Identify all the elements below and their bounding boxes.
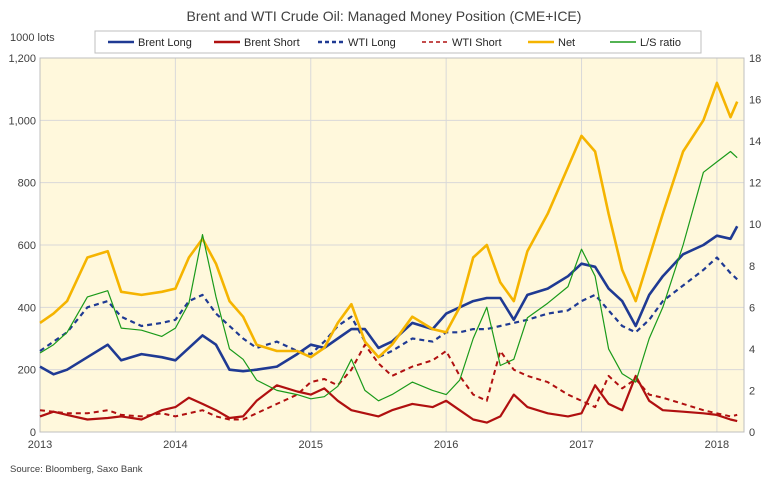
legend-label: L/S ratio: [640, 37, 681, 49]
y-right-tick-label: 12: [749, 178, 761, 190]
legend-box: [94, 30, 702, 54]
y-unit-label: 1000 lots: [10, 32, 55, 44]
y-right-tick-label: 14: [749, 136, 761, 148]
gridlines: [39, 57, 745, 433]
x-tick-label: 2015: [299, 439, 323, 451]
legend-label: Brent Long: [138, 37, 192, 49]
x-tick-label: 2016: [434, 439, 458, 451]
x-tick-label: 2014: [163, 439, 187, 451]
y-left-tick-label: 400: [18, 302, 36, 314]
chart-title: Brent and WTI Crude Oil: Managed Money P…: [187, 8, 582, 24]
legend-label: Net: [558, 37, 575, 49]
y-right-tick-label: 16: [749, 95, 761, 107]
series-line-brent-short: [39, 374, 738, 424]
y-right-tick-label: 6: [749, 302, 755, 314]
legend: Brent Long Brent Short WTI Long WTI Short Ne…: [94, 30, 702, 54]
x-tick-label: 2013: [28, 439, 52, 451]
x-axis-ticks: 2013 2014 2015 2016 2017 2018: [28, 439, 729, 451]
y-right-tick-label: 4: [749, 344, 755, 356]
y-left-tick-label: 1,200: [8, 53, 36, 65]
right-axis-ticks: 0 2 4 6 8 10 12 14 16 18: [749, 53, 761, 439]
y-right-tick-label: 2: [749, 385, 755, 397]
left-axis-ticks: 0 200 400 600 800 1,000 1,200: [8, 53, 36, 439]
plot-border: [39, 57, 745, 433]
y-left-tick-label: 200: [18, 365, 36, 377]
y-left-tick-label: 800: [18, 178, 36, 190]
series-lines: [39, 81, 739, 424]
x-tick-label: 2018: [705, 439, 729, 451]
y-right-tick-label: 18: [749, 53, 761, 65]
series-line-brent-long: [39, 225, 739, 376]
y-right-tick-label: 10: [749, 219, 761, 231]
legend-label: Brent Short: [244, 37, 300, 49]
y-right-tick-label: 0: [749, 427, 755, 439]
x-tick-label: 2017: [569, 439, 593, 451]
legend-label: WTI Short: [452, 37, 502, 49]
source-note: Source: Bloomberg, Saxo Bank: [10, 464, 143, 475]
y-left-tick-label: 600: [18, 240, 36, 252]
legend-label: WTI Long: [348, 37, 396, 49]
y-right-tick-label: 8: [749, 261, 755, 273]
y-left-tick-label: 1,000: [8, 115, 36, 127]
series-line-l-s-ratio: [39, 150, 738, 402]
series-line-net: [39, 81, 739, 359]
y-left-tick-label: 0: [30, 427, 36, 439]
